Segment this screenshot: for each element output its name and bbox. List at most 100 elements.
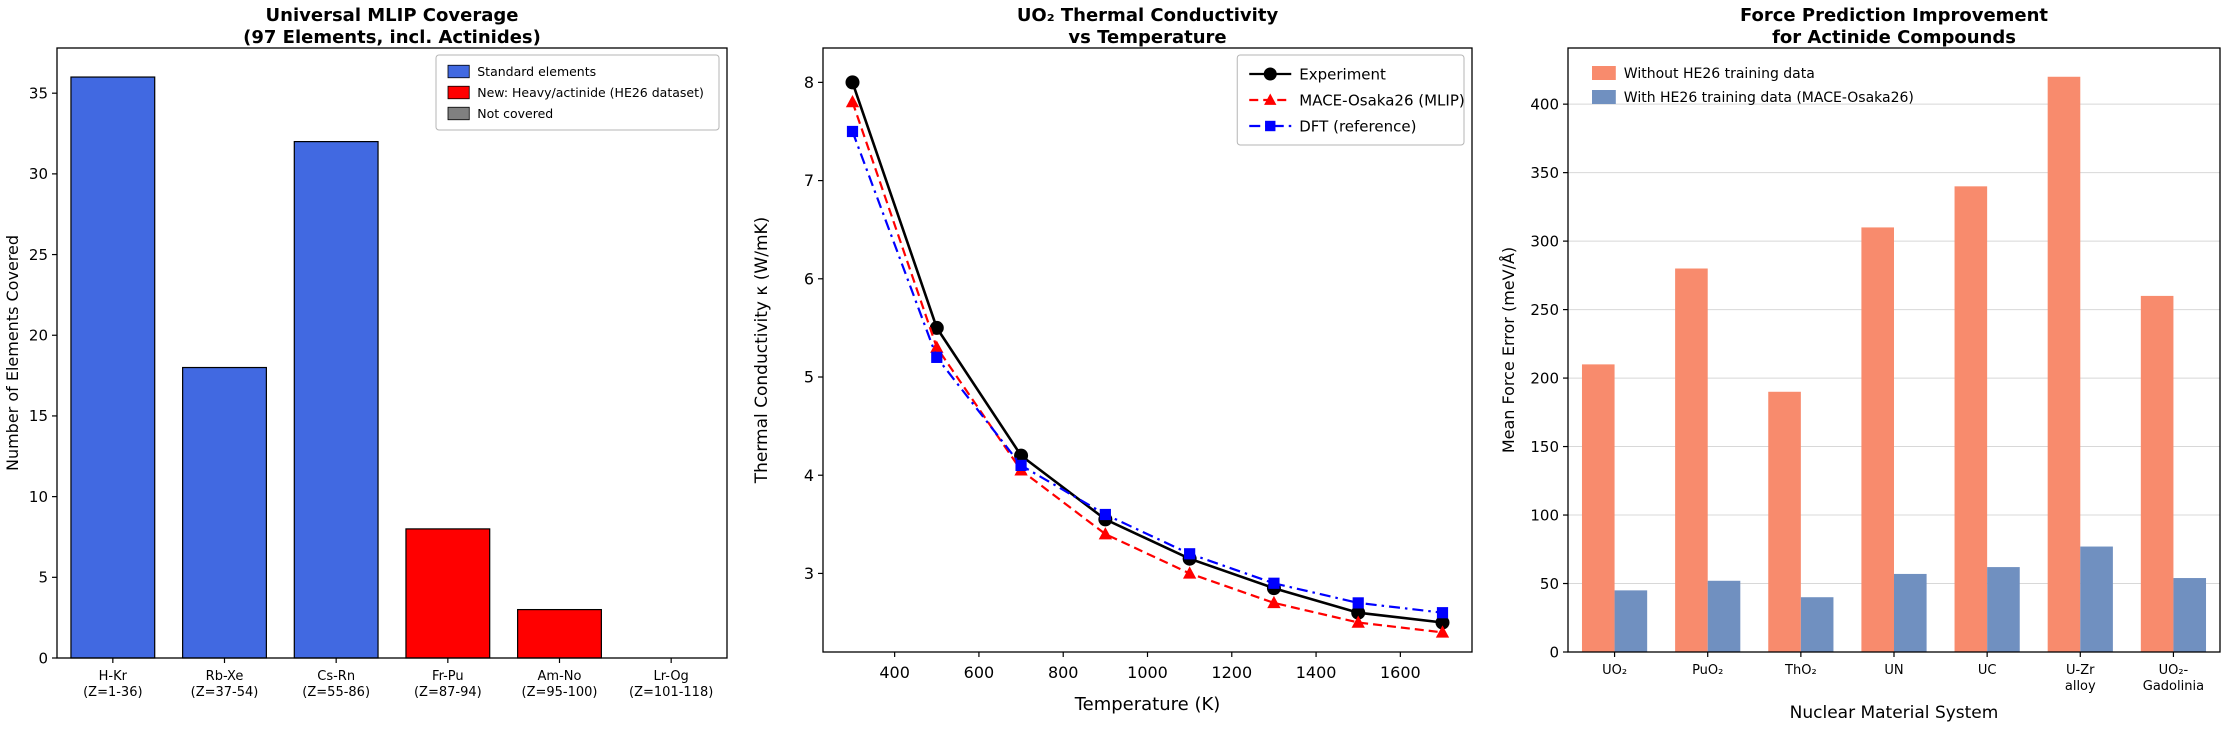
x-tick-label: 800 [1048, 663, 1079, 682]
bar-2 [293, 140, 379, 659]
y-tick-label: 400 [1530, 95, 1559, 113]
x-tick-label: Fr-Pu [432, 669, 464, 684]
bar-1 [182, 366, 267, 659]
marker-square [1352, 597, 1364, 609]
x-tick-label: Gadolinia [2143, 679, 2204, 694]
marker-triangle [1182, 566, 1197, 579]
x-tick-label: 400 [879, 663, 910, 682]
bar-0 [70, 76, 156, 659]
line [851, 101, 1443, 634]
y-tick-label: 20 [29, 326, 48, 344]
x-tick-label: (Z=95-100) [522, 685, 598, 700]
y-tick-label: 30 [29, 165, 48, 183]
x-tick-label: 1200 [1211, 663, 1252, 682]
x-tick-label: UO₂ [1602, 663, 1627, 678]
y-tick-label: 50 [1540, 575, 1559, 593]
legend-swatch [447, 106, 470, 121]
y-tick-label: 15 [29, 407, 48, 425]
y-tick-label: 8 [804, 73, 814, 92]
x-tick-label: UO₂- [2159, 663, 2189, 678]
legend: Standard elements New: Heavy/actinide (HE… [435, 54, 720, 131]
marker-circle [1014, 448, 1029, 463]
plot-frame [56, 47, 728, 659]
y-tick-label: 5 [804, 368, 814, 387]
marker-triangle [1435, 625, 1450, 638]
chart-title: Force Prediction Improvement [1740, 5, 2048, 26]
x-tick-label: (Z=87-94) [414, 685, 482, 700]
bar [2080, 546, 2113, 652]
legend-label: DFT (reference) [1299, 117, 1416, 135]
series-1 [845, 95, 1450, 638]
y-tick-label: 6 [804, 269, 814, 288]
y-tick-label: 5 [38, 569, 48, 587]
y-tick-label: 35 [29, 84, 48, 102]
bar [1894, 573, 1927, 652]
y-tick-label: 4 [804, 466, 814, 485]
bar [1707, 580, 1741, 652]
x-tick-label: UC [1978, 663, 1997, 678]
marker-triangle [1267, 595, 1281, 609]
y-axis: 0 5 10 15 20 25 30 35 [29, 84, 57, 667]
bar [1581, 364, 1615, 652]
marker-square [1268, 577, 1280, 589]
marker-circle [1435, 615, 1450, 630]
marker-circle [1263, 67, 1277, 81]
chart-title: UO₂ Thermal Conductivity [1017, 5, 1279, 26]
legend-label: MACE-Osaka26 (MLIP) [1299, 91, 1464, 109]
y-tick-label: 7 [804, 171, 814, 190]
legend: Without HE26 training data With HE26 trai… [1592, 66, 1914, 106]
legend-swatch [447, 64, 470, 79]
legend: Experiment MACE-Osaka26 (MLIP) DFT (refere… [1236, 54, 1465, 146]
legend-label: Standard elements [477, 64, 596, 79]
chart-title: for Actinide Compounds [1772, 27, 2016, 48]
legend-label: Not covered [477, 106, 553, 121]
marker-triangle [1098, 527, 1113, 540]
bar [1954, 186, 1988, 653]
bars [70, 76, 602, 659]
marker-circle [1351, 605, 1366, 620]
chart-universal-mlip-coverage: 0 5 10 15 20 25 30 35 H-Kr(Z=1-36) Rb-Xe(Z=37-54)… [0, 0, 745, 738]
chart-title: (97 Elements, incl. Actinides) [243, 27, 541, 48]
bar [1987, 567, 2020, 652]
y-axis-label: Thermal Conductivity κ (W/mK) [752, 217, 772, 485]
x-tick-label: UN [1884, 663, 1903, 678]
marker-square [1015, 459, 1027, 471]
bar [1861, 227, 1894, 652]
marker-square [1099, 508, 1111, 521]
y-axis-label: Mean Force Error (meV/Å) [1499, 247, 1518, 453]
marker-triangle [930, 340, 944, 353]
marker-circle [845, 75, 860, 90]
series-0 [845, 75, 1450, 630]
legend-swatch [447, 85, 470, 100]
y-tick-label: 150 [1530, 438, 1559, 456]
bar-series-0 [1581, 76, 2174, 653]
y-axis-label: Number of Elements Covered [3, 235, 22, 471]
bar-series-1 [1614, 546, 2207, 652]
x-tick-label: PuO₂ [1692, 663, 1723, 678]
x-axis: H-Kr(Z=1-36) Rb-Xe(Z=37-54) Cs-Rn(Z=55-86)… [83, 658, 713, 700]
legend-frame [435, 54, 720, 131]
bar-4 [517, 608, 602, 659]
x-axis-label: Nuclear Material System [1790, 703, 1999, 723]
y-tick-label: 350 [1530, 164, 1559, 182]
y-tick-label: 300 [1530, 232, 1559, 250]
marker-square [1436, 607, 1449, 619]
series-2 [846, 125, 1449, 619]
bar [1768, 391, 1801, 652]
legend-label: New: Heavy/actinide (HE26 dataset) [477, 85, 704, 100]
marker-triangle [845, 95, 860, 108]
x-tick-label: Cs-Rn [317, 669, 355, 684]
x-tick-label: alloy [2065, 679, 2096, 694]
y-tick-label: 10 [29, 488, 48, 506]
x-tick-label: Am-No [538, 669, 582, 684]
chart-uo2-thermal-conductivity: 3 4 5 6 7 8 400 600 800 1000 1200 1400 1600 UO₂ Therm… [745, 0, 1490, 738]
legend-swatch [1592, 90, 1616, 104]
bar [1800, 597, 1834, 652]
legend-label: Experiment [1299, 65, 1386, 83]
x-axis-label: Temperature (K) [1074, 694, 1221, 715]
y-axis: 0 50 100 150 200 250 300 350 400 [1530, 95, 1568, 661]
x-tick-label: (Z=101-118) [629, 685, 713, 700]
bar [1614, 590, 1648, 652]
